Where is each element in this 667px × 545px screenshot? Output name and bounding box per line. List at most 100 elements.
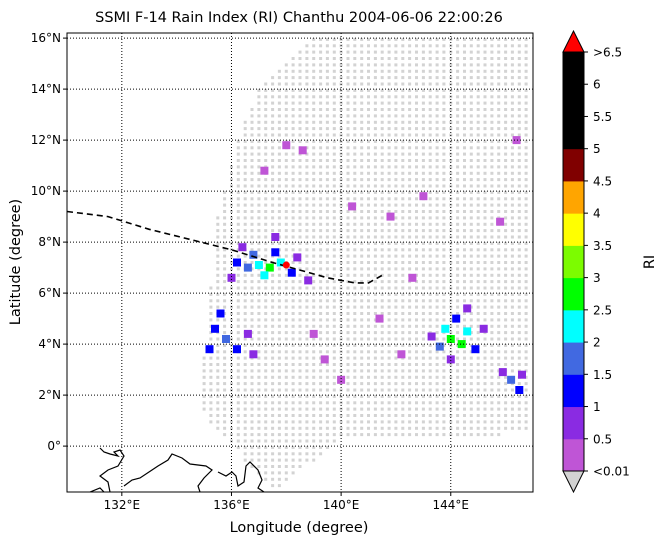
swath-pixel (305, 273, 309, 277)
swath-pixel (298, 394, 302, 398)
swath-pixel (373, 337, 377, 341)
swath-pixel (332, 439, 336, 443)
swath-pixel (373, 312, 377, 315)
swath-pixel (360, 388, 364, 392)
swath-pixel (243, 318, 247, 322)
swath-pixel (456, 241, 460, 245)
swath-pixel (504, 120, 508, 124)
swath-pixel (257, 210, 261, 213)
swath-pixel (223, 210, 227, 213)
swath-pixel (325, 337, 329, 341)
swath-pixel (497, 420, 501, 424)
swath-pixel (490, 57, 494, 60)
swath-pixel (524, 394, 528, 398)
swath-pixel (408, 114, 412, 118)
swath-pixel (415, 95, 418, 99)
swath-pixel (257, 139, 261, 143)
swath-pixel (277, 337, 281, 341)
swath-pixel (442, 356, 446, 360)
swath-pixel (463, 401, 466, 405)
swath-pixel (346, 312, 350, 315)
swath-pixel (415, 394, 418, 398)
swath-pixel (325, 369, 329, 373)
swath-pixel (319, 312, 323, 315)
swath-pixel (202, 382, 206, 386)
swath-pixel (456, 50, 460, 54)
swath-pixel (421, 57, 425, 60)
swath-pixel (469, 248, 473, 252)
swath-pixel (346, 197, 350, 201)
swath-pixel (401, 401, 405, 405)
swath-pixel (373, 146, 377, 150)
swath-pixel (476, 235, 480, 239)
swath-pixel (312, 363, 316, 366)
swath-pixel (517, 261, 521, 264)
y-tick-label: 2°N (38, 388, 61, 402)
swath-pixel (291, 114, 295, 118)
rain-cell (375, 314, 384, 323)
swath-pixel (380, 254, 384, 258)
swath-pixel (346, 190, 350, 194)
swath-pixel (223, 248, 227, 252)
swath-pixel (223, 203, 227, 207)
swath-pixel (517, 286, 521, 290)
swath-pixel (428, 273, 432, 277)
swath-pixel (497, 414, 501, 417)
swath-pixel (449, 50, 453, 54)
swath-pixel (236, 382, 240, 386)
swath-pixel (332, 159, 336, 162)
swath-pixel (442, 401, 446, 405)
swath-pixel (325, 420, 329, 424)
swath-pixel (476, 394, 480, 398)
swath-pixel (456, 139, 460, 143)
swath-pixel (435, 216, 439, 220)
swath-pixel (387, 299, 391, 303)
swath-pixel (257, 108, 261, 111)
swath-pixel (456, 433, 460, 437)
swath-pixel (415, 171, 418, 175)
swath-pixel (510, 127, 514, 131)
swath-pixel (435, 171, 439, 175)
swath-pixel (387, 286, 391, 290)
swath-pixel (291, 401, 295, 405)
swath-pixel (483, 420, 487, 424)
swath-pixel (428, 248, 432, 252)
swath-pixel (373, 216, 377, 220)
swath-pixel (325, 407, 329, 411)
swath-pixel (483, 88, 487, 92)
swath-pixel (380, 280, 384, 284)
swath-pixel (428, 127, 432, 131)
swath-pixel (236, 273, 240, 277)
swath-pixel (401, 363, 405, 366)
swath-pixel (469, 178, 473, 182)
swath-pixel (408, 394, 412, 398)
swath-pixel (421, 216, 425, 220)
swath-pixel (353, 273, 357, 277)
swath-pixel (216, 343, 220, 347)
swath-pixel (257, 433, 261, 437)
swath-pixel (449, 127, 453, 131)
swath-pixel (319, 120, 323, 124)
swath-pixel (216, 248, 220, 252)
swath-pixel (291, 133, 295, 137)
swath-pixel (463, 152, 466, 156)
swath-pixel (463, 190, 466, 194)
swath-pixel (305, 286, 309, 290)
swath-pixel (490, 401, 494, 405)
swath-pixel (305, 350, 309, 354)
swath-pixel (257, 388, 261, 392)
swath-pixel (394, 350, 398, 354)
swath-pixel (415, 273, 418, 277)
swath-pixel (442, 88, 446, 92)
y-tick-label: 4°N (38, 337, 61, 351)
swath-pixel (291, 324, 295, 328)
swath-pixel (449, 426, 453, 430)
swath-pixel (291, 165, 295, 169)
swath-pixel (497, 286, 501, 290)
swath-pixel (394, 165, 398, 169)
swath-pixel (428, 50, 432, 54)
swath-pixel (236, 401, 240, 405)
swath-pixel (223, 197, 227, 201)
swath-pixel (264, 318, 268, 322)
swath-pixel (469, 171, 473, 175)
